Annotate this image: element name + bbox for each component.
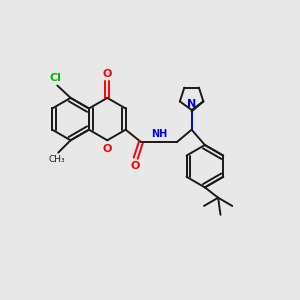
Text: O: O	[103, 144, 112, 154]
Text: CH₃: CH₃	[48, 155, 65, 164]
Text: O: O	[103, 69, 112, 79]
Text: NH: NH	[151, 129, 167, 139]
Text: O: O	[131, 161, 140, 171]
Text: N: N	[187, 99, 196, 109]
Text: Cl: Cl	[50, 74, 62, 83]
